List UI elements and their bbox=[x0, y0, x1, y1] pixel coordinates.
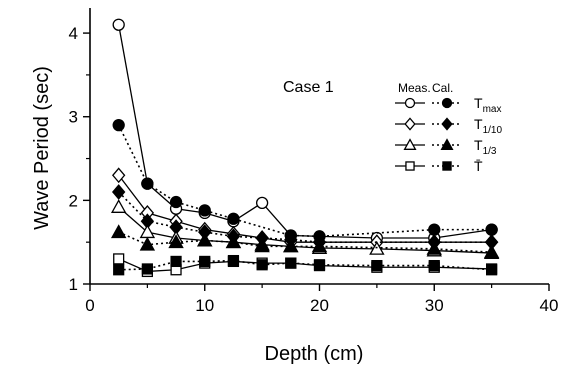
legend-marker-measured bbox=[404, 97, 416, 109]
legend-row: T1/10 bbox=[395, 116, 502, 136]
series-line bbox=[118, 191, 492, 243]
data-point bbox=[428, 259, 440, 272]
data-point bbox=[169, 195, 183, 209]
series-5 bbox=[110, 224, 500, 259]
data-point bbox=[139, 236, 156, 251]
data-point bbox=[255, 196, 269, 210]
axes: 0 10 20 30 40 1 2 3 4 bbox=[69, 8, 559, 315]
legend-label: T1/3 bbox=[474, 137, 497, 157]
y-tick-label: 4 bbox=[69, 24, 78, 43]
data-point bbox=[227, 254, 240, 267]
annotation-case: Case 1 bbox=[283, 79, 334, 96]
data-point bbox=[197, 232, 213, 247]
legend-marker-calculated bbox=[441, 117, 453, 131]
series-line bbox=[118, 24, 492, 239]
data-point bbox=[113, 253, 125, 265]
legend-marker-measured bbox=[403, 138, 417, 150]
data-point bbox=[256, 259, 268, 271]
legend-marker-measured bbox=[405, 161, 415, 171]
x-tick-label: 10 bbox=[195, 296, 214, 315]
data-point bbox=[311, 238, 328, 253]
data-point bbox=[112, 18, 125, 31]
legend-row: Tmax bbox=[395, 95, 501, 115]
data-point bbox=[313, 259, 326, 271]
legend-marker-measured bbox=[404, 117, 416, 131]
x-axis-title: Depth (cm) bbox=[265, 343, 364, 365]
x-tick-label: 40 bbox=[540, 296, 559, 315]
data-point bbox=[170, 255, 182, 268]
data-point bbox=[486, 264, 498, 276]
data-point bbox=[168, 234, 184, 249]
y-axis-title: Wave Period (sec) bbox=[31, 66, 53, 230]
x-tick-label: 20 bbox=[310, 296, 329, 315]
data-point bbox=[198, 204, 211, 217]
data-point bbox=[485, 223, 498, 236]
legend-marker-calculated bbox=[440, 138, 454, 150]
x-tick-label: 30 bbox=[425, 296, 444, 315]
data-point bbox=[285, 257, 297, 269]
data-point bbox=[110, 199, 127, 213]
data-point bbox=[111, 184, 126, 200]
data-point bbox=[141, 177, 154, 190]
data-point bbox=[483, 244, 500, 259]
series-line bbox=[118, 231, 492, 254]
series-layer bbox=[110, 18, 500, 278]
legend-label: T1/10 bbox=[474, 116, 502, 136]
legend-label: T̄ bbox=[474, 158, 483, 174]
data-point bbox=[110, 224, 127, 239]
series-line bbox=[117, 124, 492, 238]
data-point bbox=[141, 263, 153, 275]
legend-marker-calculated bbox=[442, 161, 452, 171]
data-point bbox=[283, 238, 299, 253]
y-tick-label: 1 bbox=[69, 275, 78, 294]
y-tick-label: 2 bbox=[69, 191, 78, 210]
data-point bbox=[225, 234, 242, 249]
data-point bbox=[111, 167, 126, 184]
series-0 bbox=[112, 18, 498, 245]
data-point bbox=[371, 259, 383, 272]
y-tick-label: 3 bbox=[69, 108, 78, 127]
data-point bbox=[426, 240, 442, 255]
legend-label: Tmax bbox=[474, 95, 501, 115]
data-point bbox=[428, 223, 441, 236]
data-point bbox=[199, 255, 211, 268]
data-point bbox=[227, 212, 240, 225]
data-point bbox=[113, 264, 125, 276]
x-tick-label: 0 bbox=[85, 296, 94, 315]
legend-row: T̄ bbox=[395, 158, 483, 174]
legend-row: T1/3 bbox=[395, 137, 497, 157]
data-point bbox=[254, 238, 270, 253]
series-7 bbox=[113, 254, 498, 276]
legend-header-measured: Meas. bbox=[398, 81, 431, 95]
data-point bbox=[112, 118, 125, 132]
legend-header-calculated: Cal. bbox=[432, 81, 453, 95]
legend-marker-calculated bbox=[441, 97, 453, 109]
series-1 bbox=[112, 118, 498, 243]
